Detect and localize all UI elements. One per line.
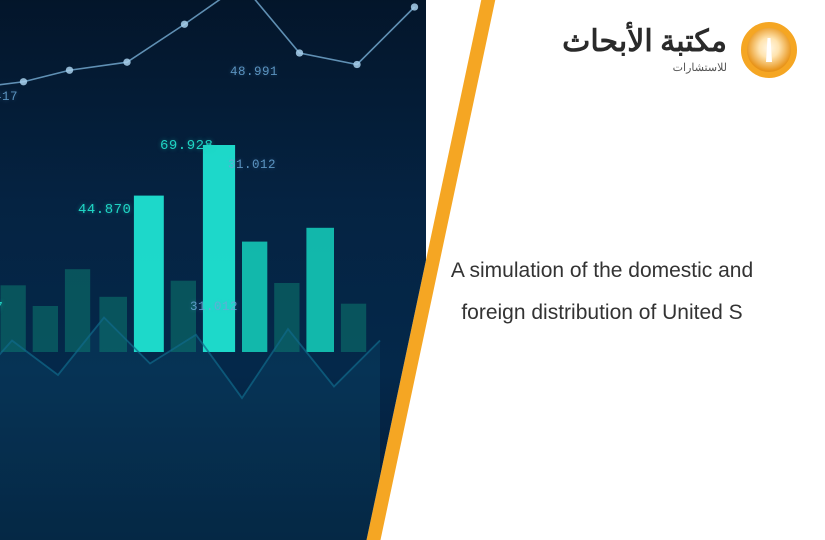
brand-text: مكتبة الأبحاث للاستشارات [562, 27, 727, 74]
chart-value-label: 31.012 [228, 158, 276, 172]
title-line-2: foreign distribution of United S [461, 301, 742, 324]
brand-tagline: للاستشارات [562, 61, 727, 74]
brand-logo [741, 22, 797, 78]
chart-background: 26.41748.99169.92831.01277244.87026.4173… [0, 0, 426, 540]
brand-header: مكتبة الأبحاث للاستشارات [562, 22, 797, 78]
chart-value-label: 26.417 [0, 300, 3, 316]
chart-value-label: 44.870 [78, 202, 131, 218]
brand-arabic: مكتبة الأبحاث [562, 27, 727, 57]
chart-svg [0, 0, 426, 540]
chart-panel: 26.41748.99169.92831.01277244.87026.4173… [0, 0, 500, 540]
chart-value-label: 31.012 [190, 300, 238, 314]
lighthouse-icon [764, 38, 774, 62]
document-title: A simulation of the domestic and foreign… [427, 250, 777, 334]
chart-value-label: 69.928 [160, 138, 213, 154]
brand-logo-inner [747, 28, 791, 72]
title-line-1: A simulation of the domestic and [451, 259, 753, 282]
chart-value-label: 48.991 [230, 65, 278, 79]
chart-value-label: 26.417 [0, 90, 18, 104]
